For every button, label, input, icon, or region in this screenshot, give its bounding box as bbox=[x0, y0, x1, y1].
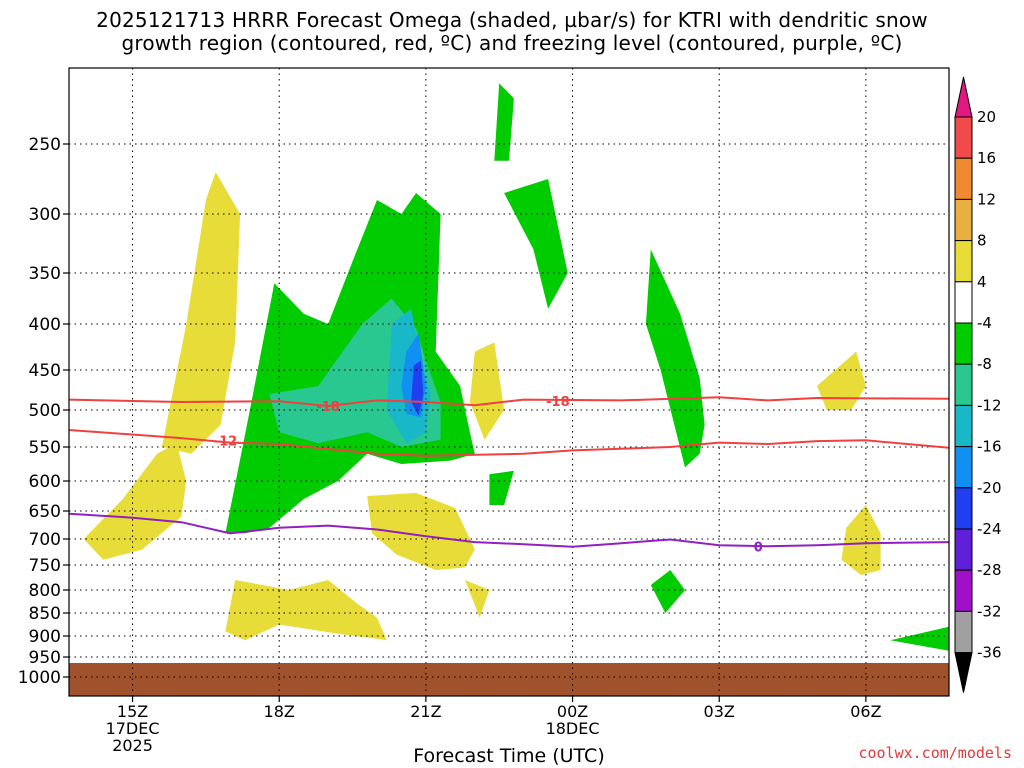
colorbar-label: -4 bbox=[977, 314, 992, 332]
colorbar-swatch bbox=[954, 322, 973, 365]
omega-region-18 bbox=[465, 580, 490, 618]
omega-region-1 bbox=[161, 172, 241, 454]
omega-region-16 bbox=[489, 470, 514, 505]
y-tick-label: 400 bbox=[29, 315, 61, 335]
y-tick-label: 850 bbox=[29, 604, 61, 624]
x-tick-label: 18Z bbox=[264, 702, 295, 721]
x-tick-label: 06Z bbox=[850, 702, 881, 721]
colorbar-swatch bbox=[954, 404, 973, 448]
y-tick-label: 500 bbox=[29, 401, 61, 421]
omega-region-14 bbox=[817, 351, 866, 410]
contour-line--12 bbox=[68, 429, 950, 457]
y-tick-label: 600 bbox=[29, 472, 61, 492]
colorbar-label: 20 bbox=[977, 108, 996, 126]
colorbar-swatch bbox=[954, 446, 973, 489]
omega-region-19 bbox=[890, 626, 949, 651]
y-tick-label: 950 bbox=[29, 648, 61, 668]
contour-line--18 bbox=[68, 396, 950, 408]
chart-title-line1: 2025121713 HRRR Forecast Omega (shaded, … bbox=[96, 8, 928, 32]
temperature-contours: -18 -18 -12 0 bbox=[68, 395, 950, 555]
colorbar-swatch bbox=[954, 116, 973, 159]
y-tick-label: 750 bbox=[29, 556, 61, 576]
ground-layer bbox=[69, 663, 949, 696]
omega-region-12 bbox=[645, 249, 705, 468]
colorbar-label: -20 bbox=[977, 479, 1002, 497]
chart-title-line2: growth region (contoured, red, ºC) and f… bbox=[121, 31, 903, 55]
colorbar-label: -36 bbox=[977, 644, 1002, 662]
omega-region-15 bbox=[841, 505, 881, 575]
credit-text: coolwx.com/models bbox=[858, 744, 1012, 762]
gridlines bbox=[69, 68, 949, 696]
omega-region-13 bbox=[469, 342, 505, 440]
y-tick-label: 650 bbox=[29, 502, 61, 522]
x-tick-label: 03Z bbox=[704, 702, 735, 721]
omega-region-11 bbox=[504, 179, 568, 309]
contour-label: 0 bbox=[754, 540, 763, 555]
colorbar-swatch bbox=[954, 610, 973, 654]
colorbar-label: 16 bbox=[977, 149, 996, 167]
y-tick-label: 350 bbox=[29, 264, 61, 284]
y-tick-label: 250 bbox=[29, 135, 61, 155]
ground-surface bbox=[69, 663, 949, 696]
plot-frame bbox=[68, 67, 950, 697]
y-tick-label: 450 bbox=[29, 361, 61, 381]
y-tick-label: 700 bbox=[29, 530, 61, 550]
colorbar-label: -16 bbox=[977, 438, 1002, 456]
x-tick-label: 2025 bbox=[112, 736, 153, 755]
colorbar-swatch bbox=[954, 157, 973, 200]
colorbar-label: -28 bbox=[977, 561, 1002, 579]
colorbar-label: -8 bbox=[977, 355, 992, 373]
colorbar-bottom-arrow bbox=[954, 652, 973, 693]
colorbar-top-arrow bbox=[954, 76, 973, 118]
x-axis-label: Forecast Time (UTC) bbox=[413, 745, 605, 767]
colorbar-swatch bbox=[954, 363, 973, 406]
omega-region-0 bbox=[83, 443, 187, 560]
colorbar-label: -12 bbox=[977, 396, 1002, 414]
omega-shading-layer bbox=[83, 83, 949, 651]
x-tick-label: 15Z bbox=[117, 702, 148, 721]
colorbar: 20 16 12 8 4 -4 -8 -12 -16 -20 -24 -28 -32 -36 bbox=[954, 76, 1002, 693]
colorbar-label: 4 bbox=[977, 273, 987, 291]
colorbar-label: -24 bbox=[977, 520, 1002, 538]
colorbar-swatch bbox=[954, 528, 973, 571]
colorbar-label: 8 bbox=[977, 232, 987, 250]
contour-line-0 bbox=[68, 512, 950, 548]
y-tick-label: 900 bbox=[29, 627, 61, 647]
x-tick-label: 00Z bbox=[557, 702, 588, 721]
x-tick-label: 21Z bbox=[410, 702, 441, 721]
colorbar-swatch bbox=[954, 240, 973, 283]
contour-label: -18 bbox=[316, 400, 340, 415]
omega-region-9 bbox=[225, 580, 387, 641]
x-tick-label: 18DEC bbox=[546, 719, 600, 738]
colorbar-swatch bbox=[954, 569, 973, 612]
y-tick-label: 1000 bbox=[18, 668, 61, 688]
omega-region-8 bbox=[367, 493, 475, 570]
colorbar-label: -32 bbox=[977, 602, 1002, 620]
y-axis: 250 300 350 400 450 500 550 600 650 700 750 800 850 9… bbox=[18, 135, 69, 688]
colorbar-swatch bbox=[954, 281, 973, 324]
y-tick-label: 300 bbox=[29, 205, 61, 225]
contour-label: -18 bbox=[546, 395, 570, 410]
omega-region-17 bbox=[650, 570, 685, 613]
colorbar-label: 12 bbox=[977, 190, 996, 208]
y-tick-label: 800 bbox=[29, 581, 61, 601]
colorbar-swatch bbox=[954, 198, 973, 242]
omega-region-10 bbox=[494, 83, 514, 161]
contour-label: -12 bbox=[214, 434, 238, 449]
x-tick-label: 17DEC bbox=[106, 719, 160, 738]
y-tick-label: 550 bbox=[29, 438, 61, 458]
colorbar-swatch bbox=[954, 487, 973, 530]
